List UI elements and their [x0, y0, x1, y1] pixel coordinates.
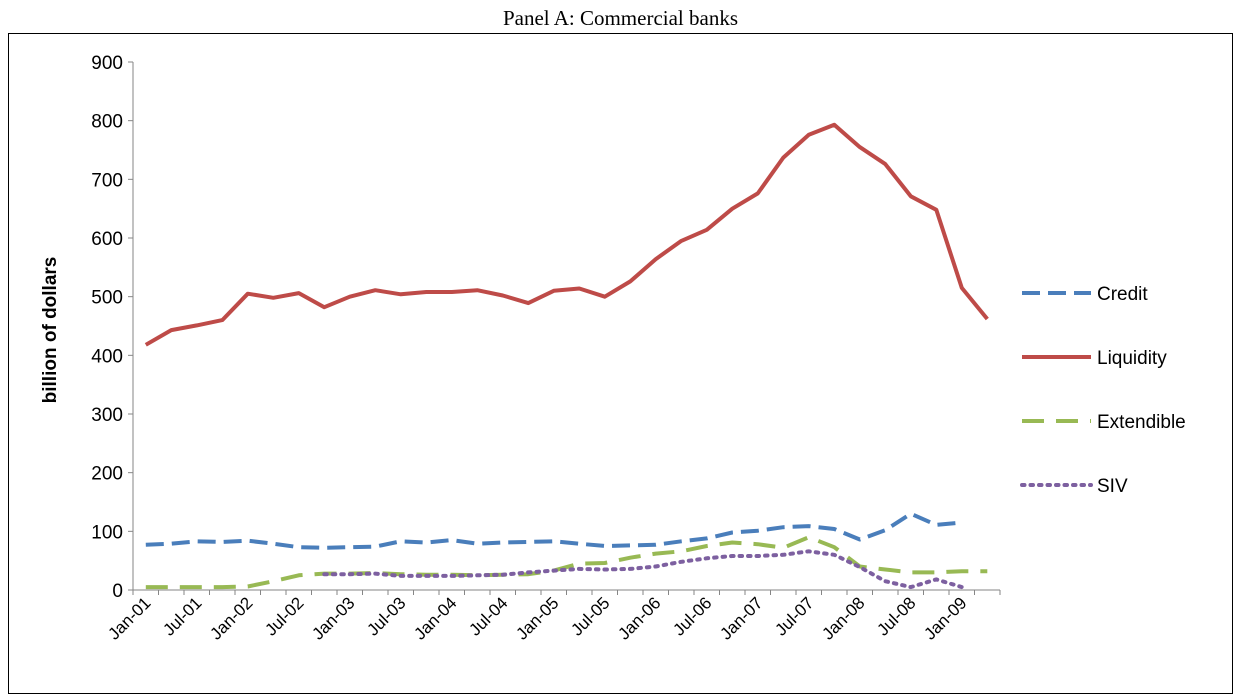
- y-tick-label: 900: [91, 53, 123, 74]
- y-axis-label: billion of dollars: [40, 257, 61, 404]
- y-tick-label: 600: [91, 229, 123, 250]
- chart-frame: 0 100 200 300 400 500 600 700 800 900 Jan-01 Jul-0…: [8, 33, 1233, 694]
- y-tick-label: 300: [91, 405, 123, 426]
- y-tick-label: 700: [91, 170, 123, 191]
- x-tick-label: Jul-05: [567, 593, 613, 639]
- x-tick-label: Jul-01: [159, 593, 205, 639]
- legend-label-credit: Credit: [1097, 284, 1148, 305]
- series-line-credit: [145, 511, 962, 550]
- x-tick-label: Jan-05: [512, 593, 562, 643]
- y-tick-label: 800: [91, 112, 123, 133]
- y-tick-label: 100: [91, 522, 123, 543]
- series-line-liquidity: [144, 122, 989, 347]
- chart-title: Panel A: Commercial banks: [502, 6, 739, 30]
- x-tick-label: Jan-02: [206, 593, 256, 643]
- y-axis: 0 100 200 300 400 500 600 700 800 900: [91, 53, 134, 602]
- x-axis: Jan-01 Jul-01 Jan-02 Jul-02 Jan-03 Jul-03 Jan-…: [104, 589, 1001, 644]
- x-tick-label: Jul-02: [261, 593, 307, 639]
- legend-label-siv: SIV: [1097, 476, 1128, 497]
- line-chart: 0 100 200 300 400 500 600 700 800 900 Jan-01 Jul-0…: [40, 53, 1186, 644]
- x-tick-label: Jul-06: [669, 593, 715, 639]
- y-tick-label: 400: [91, 346, 123, 367]
- x-tick-label: Jan-04: [410, 593, 460, 643]
- x-tick-label: Jan-08: [818, 593, 868, 643]
- x-tick-label: Jan-03: [308, 593, 358, 643]
- y-tick-label: 200: [91, 464, 123, 485]
- y-tick-label: 0: [112, 581, 123, 602]
- x-tick-label: Jan-06: [614, 593, 664, 643]
- x-tick-label: Jan-09: [920, 593, 970, 643]
- series-line-siv: [322, 549, 964, 590]
- legend-label-liquidity: Liquidity: [1097, 348, 1167, 369]
- x-tick-label: Jul-08: [873, 593, 919, 639]
- legend-label-extendible: Extendible: [1097, 412, 1186, 433]
- series-lines: [144, 122, 989, 590]
- x-tick-label: Jul-03: [363, 593, 409, 639]
- x-tick-label: Jul-04: [465, 593, 511, 639]
- series-line-extendible: [145, 535, 988, 590]
- x-tick-label: Jul-07: [771, 593, 817, 639]
- legend: Credit Liquidity Extendible SIV: [1020, 284, 1186, 497]
- x-tick-label: Jan-07: [716, 593, 766, 643]
- y-tick-label: 500: [91, 288, 123, 309]
